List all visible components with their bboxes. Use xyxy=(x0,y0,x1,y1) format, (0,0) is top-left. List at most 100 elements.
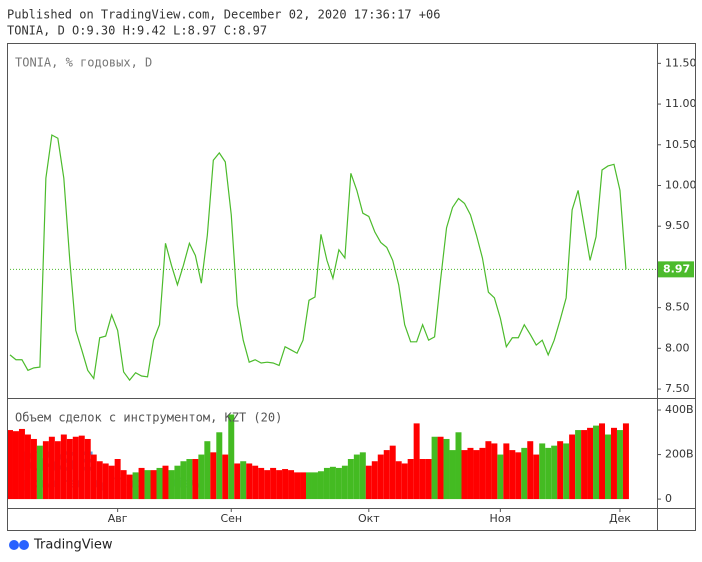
volume-bar xyxy=(479,447,486,500)
volume-bar xyxy=(497,454,504,500)
volume-bar xyxy=(78,435,85,500)
y-tick-label: 8.50 xyxy=(665,301,690,314)
volume-bar xyxy=(413,423,420,500)
volume-bar xyxy=(365,465,372,500)
volume-bar xyxy=(551,445,558,500)
volume-bar xyxy=(264,470,271,500)
volume-bar xyxy=(599,423,606,500)
volume-bar xyxy=(521,447,528,500)
volume-bar xyxy=(449,450,456,500)
volume-bar xyxy=(234,463,241,500)
volume-bar xyxy=(533,454,540,500)
volume-bar xyxy=(186,459,193,500)
volume-bar xyxy=(144,470,151,500)
published-line: Published on TradingView.com, December 0… xyxy=(7,8,440,22)
y-tick-label: 200B xyxy=(665,448,694,461)
y-tick-label: 0 xyxy=(665,492,672,505)
volume-bar xyxy=(36,445,43,500)
volume-bar xyxy=(306,472,312,500)
volume-bar xyxy=(443,438,450,500)
volume-bar xyxy=(323,467,330,500)
volume-bar xyxy=(114,459,121,500)
plot-layer: 7.508.008.509.009.5010.0010.5011.0011.50… xyxy=(7,56,697,525)
volume-bar xyxy=(610,427,617,500)
x-tick-label: Сен xyxy=(220,512,242,525)
volume-bar xyxy=(282,469,289,500)
volume-bar xyxy=(407,459,414,500)
volume-bar xyxy=(563,443,570,500)
volume-bar xyxy=(329,466,336,500)
volume-bar xyxy=(30,438,37,500)
volume-bar xyxy=(401,463,408,500)
volume-bar xyxy=(347,459,354,500)
volume-bar xyxy=(18,428,25,500)
volume-bar xyxy=(311,472,318,500)
volume-bar xyxy=(168,470,175,500)
volume-bar xyxy=(66,438,73,500)
price-pane-title: TONIA, % годовых, D xyxy=(15,56,152,70)
volume-bar xyxy=(162,465,169,500)
x-tick-label: Дек xyxy=(609,512,631,525)
volume-bar xyxy=(509,450,516,500)
volume-bar xyxy=(491,443,498,500)
volume-bar xyxy=(545,447,552,500)
x-tick-label: Окт xyxy=(358,512,380,525)
volume-bar xyxy=(581,430,588,500)
volume-bar xyxy=(294,472,301,500)
frame xyxy=(7,43,696,531)
volume-bar xyxy=(72,436,79,500)
volume-bar xyxy=(174,465,181,500)
tradingview-logo: TradingView xyxy=(9,538,113,553)
volume-bar xyxy=(437,436,444,500)
volume-bar xyxy=(616,430,623,500)
y-tick-label: 8.00 xyxy=(665,341,690,354)
y-tick-label: 9.50 xyxy=(665,219,690,232)
volume-bar xyxy=(485,441,492,500)
volume-bar xyxy=(461,450,468,500)
volume-bar xyxy=(210,452,217,500)
volume-bar xyxy=(60,434,67,500)
volume-bar xyxy=(425,459,432,500)
volume-bar xyxy=(288,470,295,500)
volume-bar xyxy=(527,441,534,500)
y-tick-label: 400B xyxy=(665,403,694,416)
volume-bar xyxy=(192,459,199,500)
volume-bar xyxy=(383,450,390,500)
volume-bar xyxy=(395,461,402,500)
volume-bar xyxy=(252,465,259,500)
volume-pane-title: Объем сделок с инструментом, KZT (20) xyxy=(15,411,282,425)
volume-bar xyxy=(569,434,576,500)
volume-bar xyxy=(419,459,426,500)
volume-bar xyxy=(84,438,91,500)
last-price-label: 8.97 xyxy=(663,262,690,275)
volume-bar xyxy=(240,461,247,500)
y-tick-label: 11.50 xyxy=(665,56,697,69)
volume-bar xyxy=(42,441,49,500)
volume-bar xyxy=(467,447,474,500)
volume-bar xyxy=(12,431,19,500)
volume-bar xyxy=(341,465,348,500)
volume-bar xyxy=(503,443,510,500)
volume-bar xyxy=(102,463,109,500)
y-tick-label: 10.00 xyxy=(665,178,697,191)
last-price-box xyxy=(658,261,694,278)
ohlc-line: TONIA, D O:9.30 H:9.42 L:8.97 C:8.97 xyxy=(7,24,267,38)
volume-bar xyxy=(132,472,139,500)
volume-bar xyxy=(371,461,378,500)
volume-bar xyxy=(108,465,115,500)
volume-bar xyxy=(120,470,127,500)
volume-bar xyxy=(228,414,235,500)
volume-bar xyxy=(90,454,97,500)
volume-bar xyxy=(431,436,438,500)
volume-bar xyxy=(455,432,462,500)
volume-bar xyxy=(539,443,546,500)
volume-bar xyxy=(7,430,13,500)
volume-bar xyxy=(587,427,594,500)
volume-bar xyxy=(622,423,629,500)
volume-bar xyxy=(258,467,265,500)
volume-bar xyxy=(359,452,366,500)
volume-bar xyxy=(48,436,55,500)
volume-bar xyxy=(575,430,582,500)
volume-bar xyxy=(138,467,145,500)
volume-bar xyxy=(96,461,103,500)
